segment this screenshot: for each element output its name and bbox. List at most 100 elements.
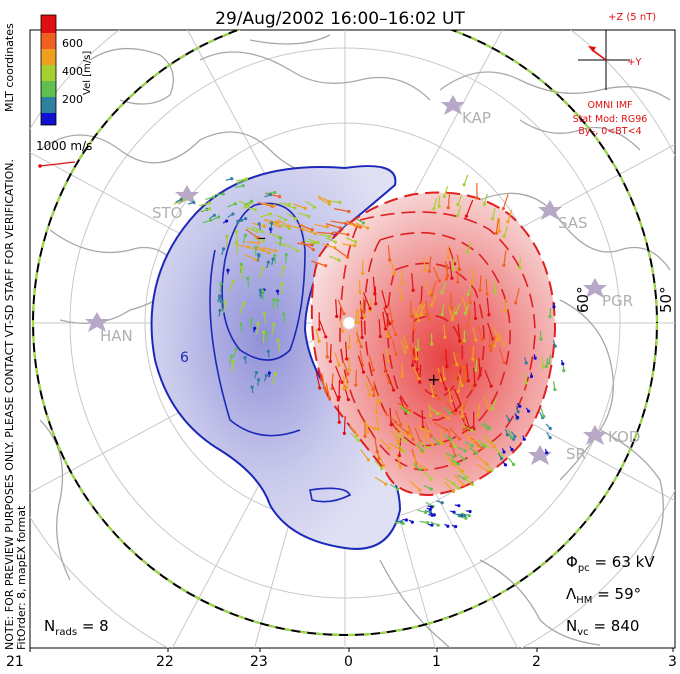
velocity-vector-origin	[256, 252, 261, 257]
velocity-vector-origin	[335, 314, 339, 319]
velocity-vector	[384, 411, 397, 423]
velocity-vector	[463, 432, 474, 443]
velocity-vector-origin	[358, 225, 362, 229]
velocity-vector	[464, 366, 467, 382]
velocity-vector	[325, 223, 341, 229]
velocity-vector-origin	[354, 320, 358, 325]
velocity-vector	[493, 281, 496, 293]
hm-latitude: ΛHM = 59°	[566, 585, 641, 606]
velocity-vector-origin	[431, 442, 435, 447]
velocity-vector	[449, 427, 461, 440]
velocity-vector-origin	[337, 363, 341, 367]
velocity-vector	[277, 339, 281, 351]
velocity-vector-origin	[466, 292, 471, 296]
velocity-vector	[360, 449, 369, 461]
velocity-vector	[471, 269, 474, 282]
velocity-vector-origin	[341, 329, 345, 333]
velocity-vector	[258, 267, 264, 279]
velocity-vector-origin	[366, 226, 370, 230]
velocity-vector	[490, 335, 496, 351]
velocity-vector-origin	[361, 271, 365, 275]
velocity-vector	[355, 370, 357, 386]
velocity-vector	[319, 377, 327, 392]
velocity-vector-origin	[420, 448, 424, 453]
velocity-vector	[448, 305, 454, 319]
velocity-vector-origin	[444, 387, 448, 391]
velocity-vector-origin	[264, 330, 268, 335]
velocity-vector-origin	[262, 330, 266, 334]
velocity-vector	[375, 416, 379, 430]
velocity-vector-origin	[442, 194, 446, 198]
velocity-vector-origin	[456, 280, 460, 284]
velocity-vector-origin	[386, 334, 390, 338]
velocity-vector	[342, 243, 355, 247]
velocity-vector-origin	[445, 428, 449, 432]
velocity-vector-origin	[312, 205, 317, 209]
velocity-vector	[402, 334, 408, 348]
velocity-vector-origin	[337, 420, 341, 424]
velocity-vector	[307, 238, 319, 243]
velocity-vector	[348, 356, 351, 370]
velocity-vector-origin	[454, 524, 458, 529]
reference-vector-arrow	[38, 161, 76, 168]
velocity-vector	[321, 373, 326, 388]
velocity-vector	[503, 250, 507, 266]
velocity-vector-origin	[287, 224, 291, 228]
velocity-vector	[359, 304, 366, 317]
velocity-vector-origin	[241, 184, 245, 188]
velocity-vector-origin	[451, 455, 456, 459]
velocity-vector	[457, 378, 462, 392]
velocity-vector-origin	[561, 362, 565, 366]
velocity-vector	[288, 244, 298, 252]
velocity-vector	[457, 323, 461, 342]
velocity-vector-origin	[401, 432, 405, 436]
velocity-vector-origin	[500, 454, 504, 458]
velocity-vector	[335, 366, 343, 383]
velocity-vector-origin	[250, 385, 254, 389]
velocity-vector	[339, 318, 344, 332]
velocity-vector-origin	[398, 465, 402, 469]
station-label-sr: SR	[566, 445, 586, 463]
velocity-vector-origin	[468, 509, 472, 514]
velocity-vector	[455, 303, 461, 314]
velocity-vector-origin	[503, 309, 507, 313]
velocity-vector-origin	[470, 482, 475, 486]
velocity-vector-origin	[276, 338, 280, 342]
velocity-vector	[414, 461, 426, 470]
velocity-vector-origin	[338, 200, 342, 204]
velocity-vector-origin	[446, 206, 450, 210]
station-label-kod: KOD	[608, 428, 641, 446]
velocity-vector-origin	[462, 457, 466, 461]
velocity-vector	[359, 350, 364, 366]
velocity-vectors	[173, 174, 566, 529]
velocity-vector-origin	[361, 221, 366, 225]
velocity-vector-origin	[211, 195, 216, 199]
velocity-vector	[390, 261, 395, 275]
velocity-vector-origin	[221, 247, 226, 251]
velocity-vector-origin	[220, 299, 224, 303]
velocity-vector-origin	[526, 409, 531, 413]
velocity-vector-origin	[465, 250, 470, 254]
velocity-vector-origin	[207, 201, 212, 205]
velocity-vector-origin	[541, 365, 545, 369]
velocity-vector-origin	[435, 411, 439, 416]
velocity-vector-origin	[451, 462, 455, 466]
velocity-vector-origin	[374, 302, 378, 306]
velocity-vector-origin	[437, 279, 441, 283]
velocity-vector-origin	[337, 258, 341, 262]
velocity-vector-origin	[336, 398, 340, 402]
velocity-vector	[263, 313, 267, 324]
velocity-vector-origin	[436, 441, 440, 446]
velocity-vector	[337, 405, 340, 423]
velocity-vector-origin	[372, 427, 377, 431]
velocity-vector-origin	[476, 413, 480, 418]
velocity-vector	[483, 396, 490, 409]
colorbar-tick-400: 400	[62, 65, 83, 78]
velocity-vector-origin	[317, 327, 321, 332]
velocity-vector	[359, 300, 363, 319]
velocity-vector-origin	[231, 279, 235, 283]
velocity-vector	[328, 255, 340, 261]
velocity-vector	[350, 432, 359, 441]
velocity-vector	[522, 372, 528, 384]
velocity-vector-origin	[347, 345, 351, 350]
